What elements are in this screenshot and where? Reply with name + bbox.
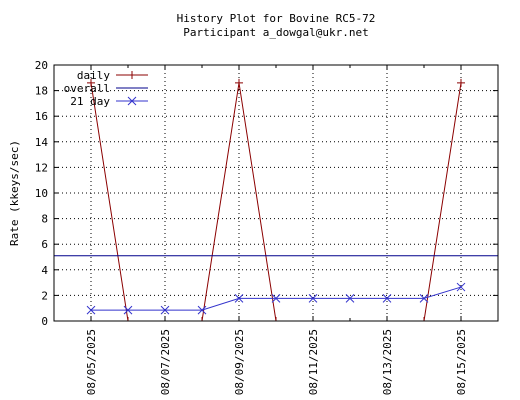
data-point-plus: [87, 78, 95, 87]
data-point-plus: [235, 78, 243, 87]
y-tick-label: 2: [41, 289, 48, 302]
plot-frame: [53, 64, 499, 322]
data-point-cross: [271, 293, 281, 303]
y-tick-label: 4: [41, 264, 48, 277]
data-point-plus: [420, 317, 428, 321]
data-point-plus: [457, 78, 465, 87]
y-tick-label: 18: [35, 85, 48, 98]
y-tick-label: 0: [41, 315, 48, 328]
data-point-cross: [86, 305, 96, 315]
chart-title: History Plot for Bovine RC5-72: [177, 12, 376, 25]
series: [54, 78, 498, 321]
x-tick-label: 08/13/2025: [381, 329, 394, 395]
data-point-plus: [128, 71, 136, 79]
x-tick-label: 08/09/2025: [233, 329, 246, 395]
data-point-cross: [419, 293, 429, 303]
y-tick-label: 8: [41, 213, 48, 226]
data-point-cross: [197, 305, 207, 315]
legend-label: 21 day: [70, 95, 110, 108]
data-point-cross: [234, 293, 244, 303]
legend-label: overall: [64, 82, 110, 95]
y-tick-label: 14: [35, 136, 49, 149]
data-point-cross: [382, 293, 392, 303]
y-axis-label: Rate (kkeys/sec): [8, 140, 21, 246]
chart-subtitle: Participant a_dowgal@ukr.net: [183, 26, 368, 39]
data-point-plus: [198, 317, 206, 321]
y-tick-label: 16: [35, 110, 48, 123]
x-tick-label: 08/07/2025: [159, 329, 172, 395]
data-point-cross: [127, 96, 137, 106]
y-tick-label: 12: [35, 161, 48, 174]
grid: [54, 65, 498, 321]
data-point-plus: [272, 317, 280, 321]
axes: 0 2 4 6 8 10 12 14 16 18 20 08/05/2025 08/07/2025 08/…: [35, 59, 498, 395]
x-tick-label: 08/05/2025: [85, 329, 98, 395]
data-point-plus: [124, 317, 132, 321]
x-tick-label: 08/11/2025: [307, 329, 320, 395]
y-tick-label: 6: [41, 238, 48, 251]
data-point-cross: [160, 305, 170, 315]
data-point-cross: [308, 293, 318, 303]
data-point-cross: [123, 305, 133, 315]
y-tick-label: 20: [35, 59, 48, 72]
y-tick-label: 10: [35, 187, 48, 200]
x-tick-label: 08/15/2025: [455, 329, 468, 395]
data-point-cross: [456, 282, 466, 292]
legend-label: daily: [77, 69, 110, 82]
data-point-cross: [345, 293, 355, 303]
